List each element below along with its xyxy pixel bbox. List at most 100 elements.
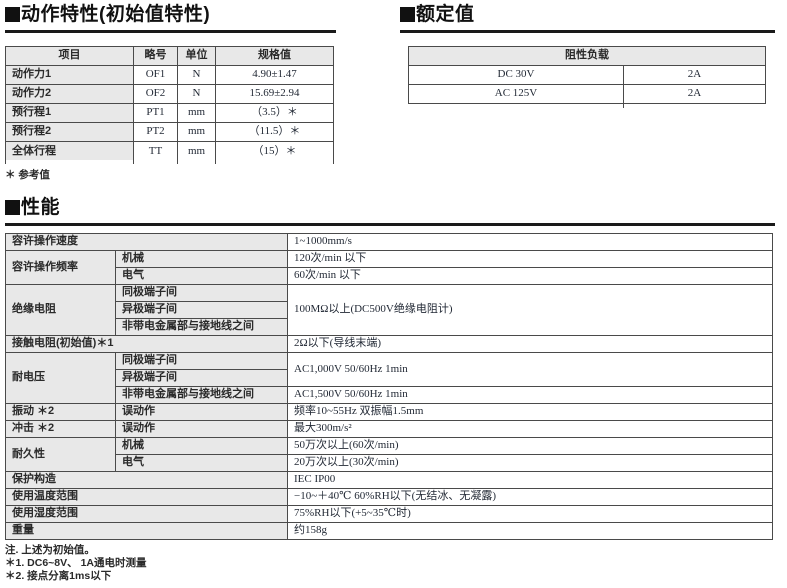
perf-sublabel: 同极端子间 bbox=[115, 351, 288, 370]
perf-sublabel: 异极端子间 bbox=[115, 368, 288, 387]
section-performance: 性能 容许操作速度 1~1000mm/s 容许操作频率 机械 120次/min … bbox=[5, 196, 775, 583]
table-header-row: 项目 略号 单位 规格值 bbox=[5, 45, 334, 66]
rated-current: 2A bbox=[623, 83, 766, 104]
table-row: 接触电阻(初始值)＊1 2Ω以下(导线末端) bbox=[5, 334, 773, 353]
perf-sublabel: 误动作 bbox=[115, 419, 288, 438]
perf-label: 耐电压 bbox=[5, 351, 116, 404]
table-row: 容许操作频率 机械 120次/min 以下 bbox=[5, 249, 773, 285]
table-open-bottom-stub bbox=[5, 160, 334, 165]
row-item: 动作力1 bbox=[5, 64, 134, 85]
perf-sublabel: 异极端子间 bbox=[115, 300, 288, 319]
section-title-text: 动作特性(初始值特性) bbox=[21, 4, 211, 25]
perf-sublabel: 机械 bbox=[115, 249, 288, 268]
perf-value: 频率10~55Hz 双振幅1.5mm bbox=[287, 402, 773, 421]
perf-label: 容许操作速度 bbox=[5, 232, 288, 251]
rated-voltage: DC 30V bbox=[408, 64, 624, 85]
perf-value: AC1,000V 50/60Hz 1min bbox=[287, 351, 773, 387]
performance-notes: 注. 上述为初始值。 ＊1. DC6~8V、 1A通电时测量 ＊2. 接点分离1… bbox=[5, 544, 775, 582]
table-row: 异极端子间 bbox=[6, 300, 773, 319]
rated-voltage: AC 125V bbox=[408, 83, 624, 104]
table-row: 耐久性 机械 50万次以上(60次/min) bbox=[5, 436, 773, 472]
table-row: 重量 约158g bbox=[5, 521, 773, 540]
table-row: DC 30V 2A bbox=[408, 64, 766, 85]
table-row: 冲击 ＊2 误动作 最大300m/s² bbox=[5, 419, 773, 438]
perf-sublabel: 电气 bbox=[115, 453, 288, 472]
table-row: 动作力1 OF1 N 4.90±1.47 bbox=[5, 64, 334, 85]
perf-label: 振动 ＊2 bbox=[5, 402, 116, 421]
row-unit: mm bbox=[177, 121, 216, 142]
perf-value: 2Ω以下(导线末端) bbox=[287, 334, 773, 353]
section-heading-performance: 性能 bbox=[5, 196, 775, 226]
perf-sublabel: 同极端子间 bbox=[115, 283, 288, 302]
table-row: 使用温度范围 −10~＋40℃ 60%RH以下(无结冰、无凝露) bbox=[5, 487, 773, 506]
row-item: 预行程2 bbox=[5, 121, 134, 142]
perf-label: 冲击 ＊2 bbox=[5, 419, 116, 438]
perf-value: AC1,500V 50/60Hz 1min bbox=[287, 385, 773, 404]
perf-sublabel: 非带电金属部与接地线之间 bbox=[115, 317, 288, 336]
section-rated-value: 额定值 阻性负载 DC 30V 2A AC 125V 2A bbox=[400, 3, 775, 108]
table-row: AC 125V 2A bbox=[408, 83, 766, 104]
table-row: 非带电金属部与接地线之间 AC1,500V 50/60Hz 1min bbox=[6, 385, 773, 404]
section-heading-operating: 动作特性(初始值特性) bbox=[5, 3, 336, 33]
perf-label: 耐久性 bbox=[5, 436, 116, 472]
perf-value: 50万次以上(60次/min) bbox=[287, 436, 773, 455]
table-row: 振动 ＊2 误动作 频率10~55Hz 双振幅1.5mm bbox=[5, 402, 773, 421]
perf-value: 最大300m/s² bbox=[287, 419, 773, 438]
col-header-spec: 规格值 bbox=[215, 45, 334, 66]
row-spec: 4.90±1.47 bbox=[215, 64, 334, 85]
row-item: 动作力2 bbox=[5, 83, 134, 104]
table-row: 使用湿度范围 75%RH以下(+5~35℃时) bbox=[5, 504, 773, 523]
row-spec: （11.5）＊ bbox=[215, 121, 334, 142]
perf-sublabel: 机械 bbox=[115, 436, 288, 455]
rated-value-table: 阻性负载 DC 30V 2A AC 125V 2A bbox=[408, 45, 766, 104]
perf-value: 75%RH以下(+5~35℃时) bbox=[287, 504, 773, 523]
col-header-code: 略号 bbox=[133, 45, 178, 66]
perf-label: 使用温度范围 bbox=[5, 487, 288, 506]
table-header-row: 阻性负载 bbox=[408, 45, 766, 66]
perf-value: IEC IP00 bbox=[287, 470, 773, 489]
section-square-icon bbox=[5, 7, 20, 23]
perf-value: 1~1000mm/s bbox=[287, 232, 773, 251]
perf-sublabel: 非带电金属部与接地线之间 bbox=[115, 385, 288, 404]
row-unit: N bbox=[177, 83, 216, 104]
col-header-unit: 单位 bbox=[177, 45, 216, 66]
perf-value: 100MΩ以上(DC500V绝缘电阻计) bbox=[287, 283, 773, 336]
section-square-icon bbox=[400, 7, 415, 23]
table-footnote: ＊ 参考值 bbox=[5, 169, 50, 182]
row-unit: mm bbox=[177, 140, 216, 161]
col-header-resistive-load: 阻性负载 bbox=[408, 45, 766, 66]
rated-current: 2A bbox=[623, 64, 766, 85]
table-row: 电气 20万次以上(30次/min) bbox=[6, 453, 773, 472]
table-row: 非带电金属部与接地线之间 bbox=[6, 317, 773, 336]
section-square-icon bbox=[5, 200, 20, 216]
note-line: ＊2. 接点分离1ms以下 bbox=[5, 569, 112, 582]
row-spec: （3.5）＊ bbox=[215, 102, 334, 123]
table-row: 全体行程 TT mm （15）＊ bbox=[5, 140, 334, 161]
operating-characteristics-table: 项目 略号 单位 规格值 动作力1 OF1 N 4.90±1.47 动作力2 O… bbox=[5, 45, 334, 165]
performance-table: 容许操作速度 1~1000mm/s 容许操作频率 机械 120次/min 以下 … bbox=[5, 232, 773, 540]
perf-sublabel: 误动作 bbox=[115, 402, 288, 421]
perf-sublabel: 电气 bbox=[115, 266, 288, 285]
row-spec: （15）＊ bbox=[215, 140, 334, 161]
perf-label: 重量 bbox=[5, 521, 288, 540]
col-header-item: 项目 bbox=[5, 45, 134, 66]
section-operating-characteristics: 动作特性(初始值特性) 项目 略号 单位 规格值 动作力1 OF1 N 4.90… bbox=[5, 3, 336, 182]
perf-value: 约158g bbox=[287, 521, 773, 540]
table-row: 预行程1 PT1 mm （3.5）＊ bbox=[5, 102, 334, 123]
perf-label: 保护构造 bbox=[5, 470, 288, 489]
table-row: 保护构造 IEC IP00 bbox=[5, 470, 773, 489]
note-line: 注. 上述为初始值。 bbox=[5, 543, 95, 556]
table-row: 耐电压 同极端子间 AC1,000V 50/60Hz 1min bbox=[5, 351, 773, 404]
table-row: 动作力2 OF2 N 15.69±2.94 bbox=[5, 83, 334, 104]
note-line: ＊1. DC6~8V、 1A通电时测量 bbox=[5, 556, 147, 569]
table-row: 电气 60次/min 以下 bbox=[6, 266, 773, 285]
perf-value: 60次/min 以下 bbox=[287, 266, 773, 285]
table-row: 预行程2 PT2 mm （11.5）＊ bbox=[5, 121, 334, 142]
section-heading-rated: 额定值 bbox=[400, 3, 775, 33]
perf-value: 120次/min 以下 bbox=[287, 249, 773, 268]
row-code: OF1 bbox=[133, 64, 178, 85]
row-unit: mm bbox=[177, 102, 216, 123]
perf-value: −10~＋40℃ 60%RH以下(无结冰、无凝露) bbox=[287, 487, 773, 506]
section-title-text: 性能 bbox=[21, 197, 61, 218]
row-code: OF2 bbox=[133, 83, 178, 104]
